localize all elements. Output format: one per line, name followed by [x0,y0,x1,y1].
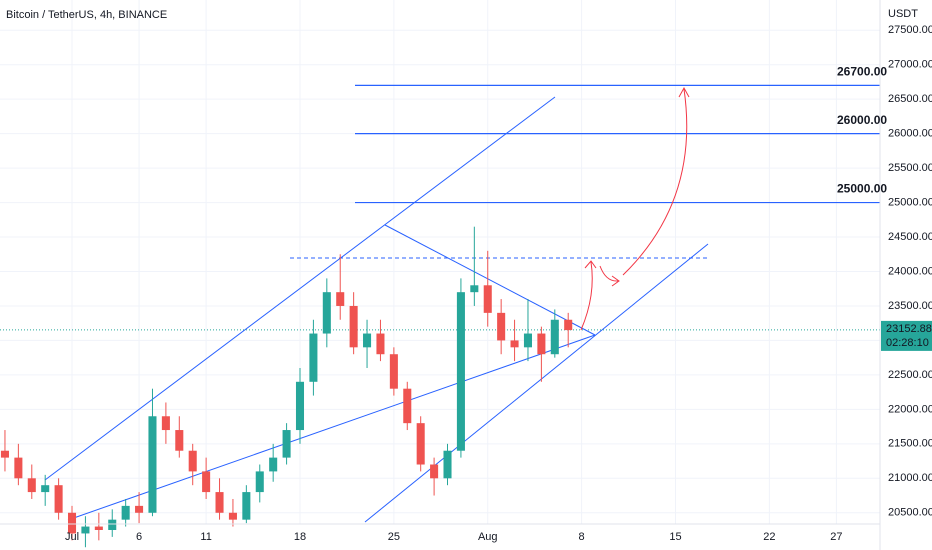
candle-body [363,333,372,348]
candle-body [54,485,63,513]
arrow-head [611,275,620,287]
candle-body [443,450,452,479]
y-axis-label: USDT [888,8,918,20]
x-tick-label: 11 [200,531,211,543]
x-tick-label: 25 [388,531,400,543]
candle-body [27,478,36,493]
candle-body [483,285,492,313]
candle-body [309,333,318,382]
candle-body [148,416,157,513]
x-tick-label: Jul [65,531,79,543]
candle-body [322,292,331,334]
candle-body [175,430,184,451]
y-tick-label: 27500.00 [888,24,932,36]
candles [0,226,573,548]
candle-body [510,340,519,348]
level-label: 26000.00 [837,113,887,127]
trend-line [44,96,556,481]
candle-body [215,492,224,513]
candle-body [269,457,278,472]
candle-body [94,526,103,530]
y-tick-label: 21500.00 [888,438,932,450]
candle-body [430,464,439,479]
candle-body [470,285,479,293]
y-tick-label: 26500.00 [888,93,932,105]
y-tick-label: 22000.00 [888,403,932,415]
y-tick-label: 26000.00 [888,128,932,140]
axes [0,0,881,550]
y-tick-label: 27000.00 [888,59,932,71]
trend-line [364,243,709,523]
countdown: 02:28:10 [886,337,929,349]
x-tick-label: 27 [830,531,842,543]
current-price-label: 23152.88 [886,323,932,335]
candle-body [228,512,237,520]
candle-body [202,471,211,493]
arrow [622,88,688,276]
candle-body [349,305,358,348]
x-tick-label: 18 [294,531,306,543]
candle-body [67,512,77,534]
chart-title: Bitcoin / TetherUS, 4h, BINANCE [6,9,167,21]
x-tick-label: 22 [763,531,775,543]
arrow-head [678,86,690,98]
x-tick-label: Aug [478,531,498,543]
trend-line [384,224,596,336]
y-tick-label: 23500.00 [888,300,932,312]
candle-body [403,388,412,424]
x-tick-label: 8 [579,531,585,543]
candle-body [188,450,197,472]
grid [0,0,880,524]
candle-body [14,457,23,479]
candle-body [537,333,546,355]
x-tick-label: 15 [669,531,681,543]
candle-body [456,292,465,451]
y-tick-label: 24000.00 [888,265,932,277]
candle-body [41,485,50,493]
candle-body [523,333,532,348]
y-tick-label: 22500.00 [888,369,932,381]
candle-body [242,492,251,520]
y-tick-label: 24500.00 [888,231,932,243]
y-tick-label: 20500.00 [888,507,932,519]
candle-body [416,423,425,465]
current-price-box [881,320,932,351]
y-tick-label: 21000.00 [888,472,932,484]
candle-body [121,505,130,520]
candle-body [295,381,305,431]
candle-body [255,471,264,493]
arrow [580,261,593,331]
arrow [599,265,619,282]
candle-body [161,416,170,431]
candle-body [550,319,559,355]
candle-body [389,354,398,389]
arrow-head [584,260,597,269]
x-tick-label: 6 [136,531,142,543]
candle-body [564,319,573,331]
candle-body [135,505,144,513]
candle-body [81,526,90,534]
candle-body [376,333,385,355]
candle-body [108,519,117,530]
y-tick-label: 25000.00 [888,196,932,208]
candle-body [336,292,345,306]
level-label: 25000.00 [837,182,887,196]
candle-body [0,450,9,458]
candle-body [497,312,506,341]
level-label: 26700.00 [837,65,887,79]
candle-body [282,430,291,458]
y-tick-label: 25500.00 [888,162,932,174]
